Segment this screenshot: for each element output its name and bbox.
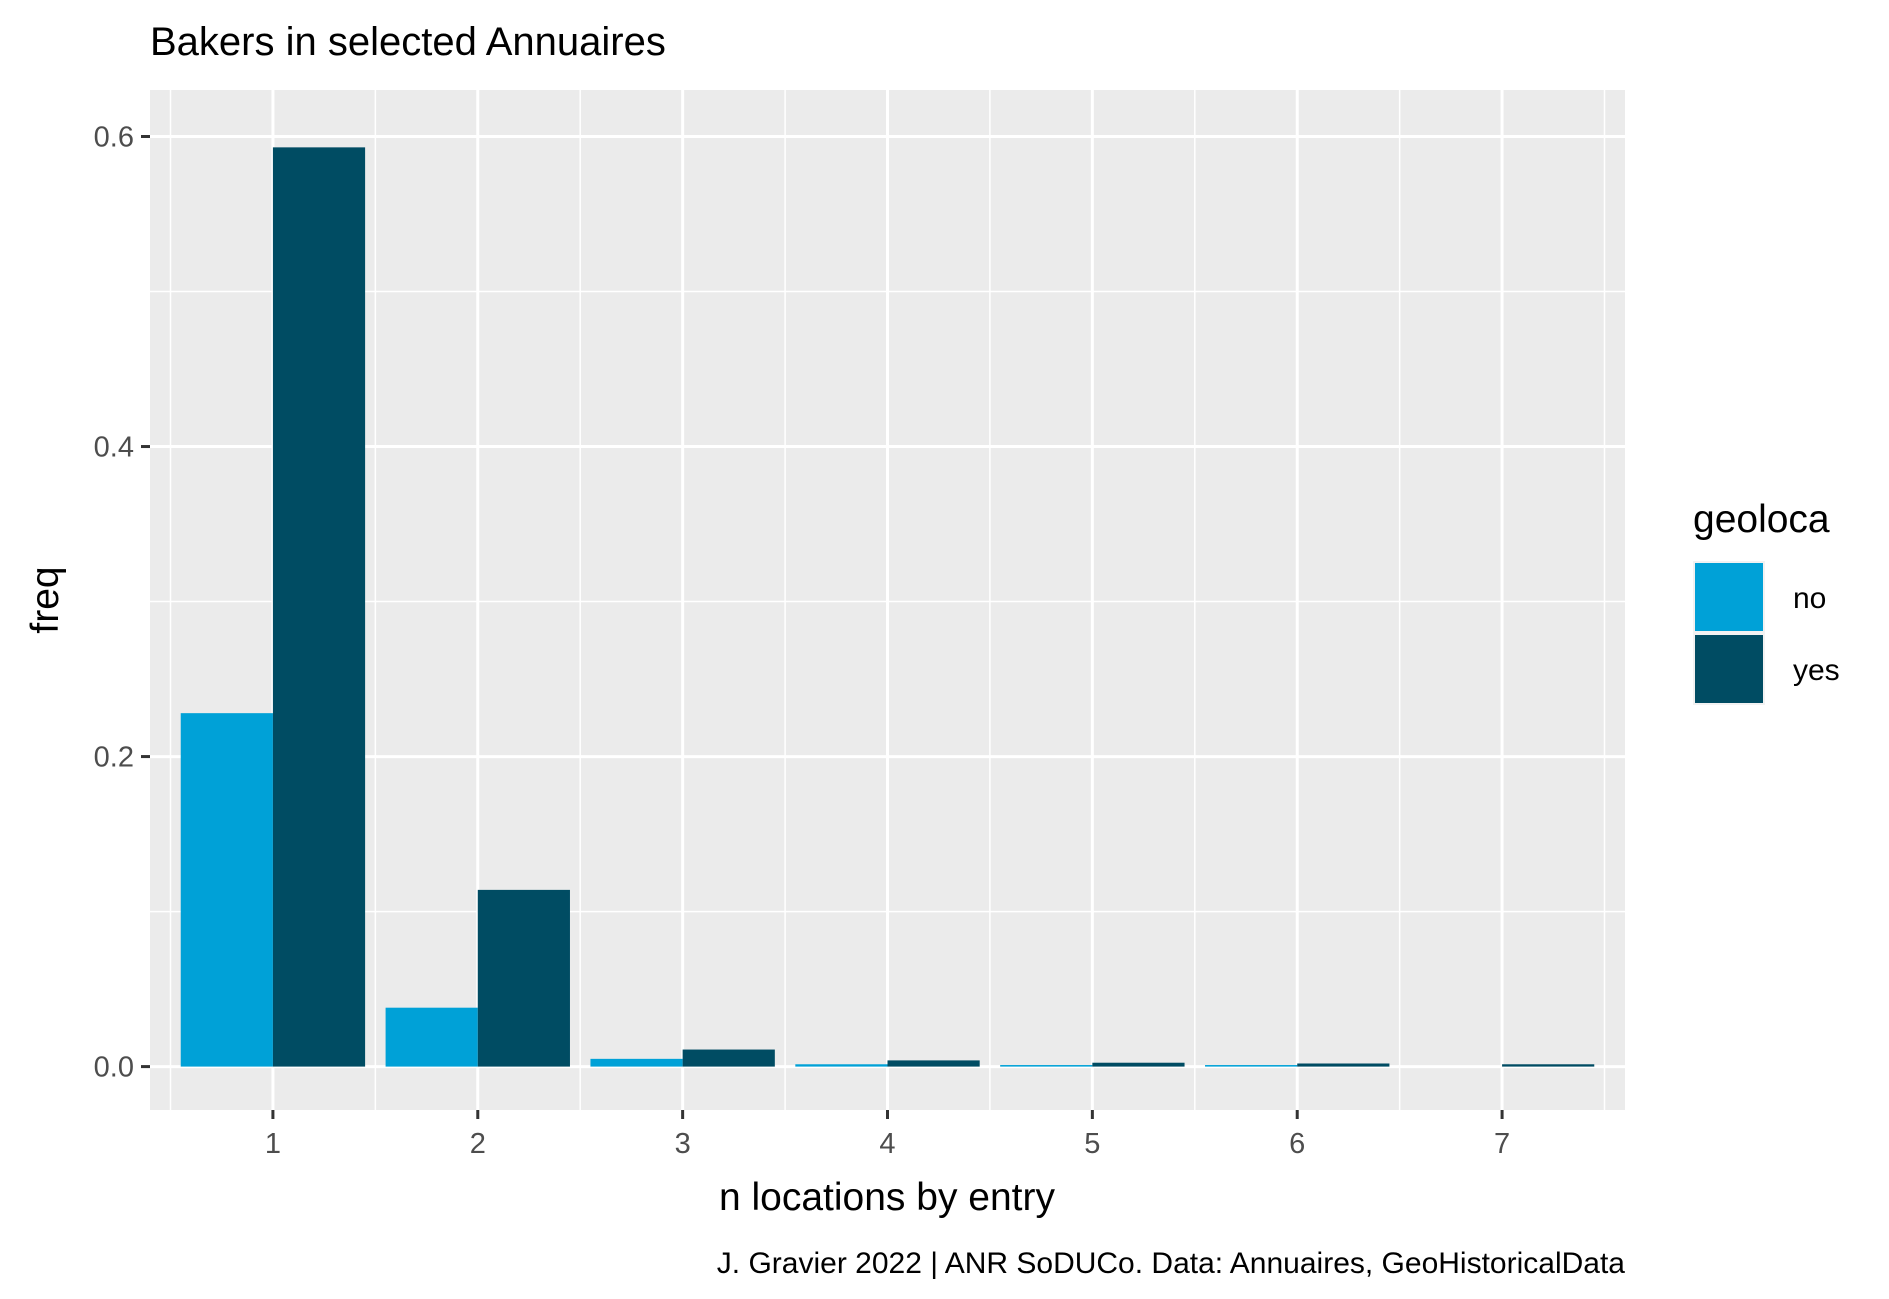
y-axis: 0.0 0.2 0.4 0.6: [94, 122, 150, 1084]
bar-no-3: [590, 1058, 683, 1067]
y-tick-label: 0.0: [94, 1052, 134, 1084]
caption: J. Gravier 2022 | ANR SoDUCo. Data: Annu…: [717, 1247, 1626, 1280]
y-tick-label: 0.2: [94, 742, 134, 774]
bar-yes-5: [1092, 1062, 1185, 1067]
bar-no-2: [385, 1007, 478, 1067]
x-axis-title: n locations by entry: [719, 1176, 1056, 1219]
legend: geoloca no yes: [1693, 498, 1840, 705]
legend-label-no: no: [1793, 582, 1826, 615]
bar-yes-3: [682, 1049, 775, 1067]
bar-no-1: [180, 713, 273, 1067]
legend-key-yes: [1695, 635, 1763, 703]
bar-yes-2: [477, 889, 570, 1067]
bars: [180, 147, 1595, 1067]
x-tick-label: 2: [470, 1128, 486, 1160]
y-tick-label: 0.4: [94, 432, 134, 464]
x-tick-label: 4: [879, 1128, 895, 1160]
bar-yes-6: [1297, 1063, 1390, 1067]
x-tick-label: 7: [1494, 1128, 1510, 1160]
bar-no-6: [1205, 1065, 1298, 1067]
bar-no-5: [1000, 1065, 1093, 1067]
y-tick-label: 0.6: [94, 122, 134, 154]
bar-no-4: [795, 1064, 888, 1067]
x-tick-label: 5: [1084, 1128, 1100, 1160]
x-tick-label: 6: [1289, 1128, 1305, 1160]
legend-key-no: [1695, 563, 1763, 631]
bar-yes-1: [272, 147, 366, 1067]
bar-yes-7: [1502, 1064, 1595, 1067]
legend-title: geoloca: [1693, 498, 1830, 541]
x-tick-label: 1: [265, 1128, 281, 1160]
chart-title: Bakers in selected Annuaires: [150, 20, 666, 64]
legend-label-yes: yes: [1793, 654, 1840, 687]
bar-yes-4: [887, 1060, 980, 1067]
y-axis-title: freq: [24, 566, 67, 633]
x-axis: 1 2 3 4 5 6 7: [265, 1110, 1510, 1160]
x-tick-label: 3: [675, 1128, 691, 1160]
